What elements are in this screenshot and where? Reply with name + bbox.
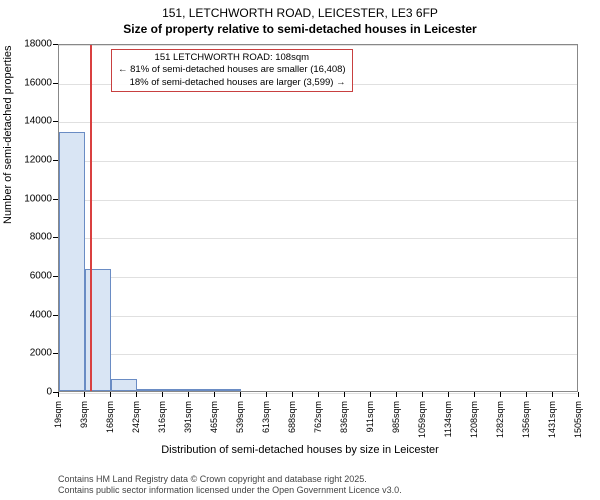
x-tick xyxy=(448,392,449,397)
y-tick-label: 8000 xyxy=(12,232,52,243)
x-axis-label: Distribution of semi-detached houses by … xyxy=(0,444,600,456)
x-tick xyxy=(188,392,189,397)
gridline xyxy=(59,277,577,278)
x-tick xyxy=(500,392,501,397)
y-tick xyxy=(53,276,58,277)
gridline xyxy=(59,200,577,201)
histogram-bar xyxy=(189,389,215,391)
y-tick-label: 4000 xyxy=(12,309,52,320)
plot-area: 151 LETCHWORTH ROAD: 108sqm← 81% of semi… xyxy=(58,44,578,392)
histogram-bar xyxy=(85,269,111,391)
y-tick xyxy=(53,353,58,354)
annotation-line: 18% of semi-detached houses are larger (… xyxy=(118,77,346,89)
histogram-bar xyxy=(163,389,189,391)
x-tick xyxy=(396,392,397,397)
y-tick-label: 12000 xyxy=(12,155,52,166)
gridline xyxy=(59,316,577,317)
y-tick-label: 10000 xyxy=(12,193,52,204)
x-tick xyxy=(422,392,423,397)
chart-footer: Contains HM Land Registry data © Crown c… xyxy=(58,474,402,497)
histogram-bar xyxy=(215,389,241,391)
y-tick-label: 0 xyxy=(12,387,52,398)
x-tick xyxy=(214,392,215,397)
x-tick xyxy=(162,392,163,397)
chart-title-desc: Size of property relative to semi-detach… xyxy=(0,20,600,42)
y-tick xyxy=(53,44,58,45)
property-marker-line xyxy=(90,45,92,391)
x-tick xyxy=(578,392,579,397)
y-tick xyxy=(53,315,58,316)
y-tick-label: 16000 xyxy=(12,77,52,88)
x-tick xyxy=(266,392,267,397)
x-tick xyxy=(370,392,371,397)
y-tick xyxy=(53,160,58,161)
annotation-line: ← 81% of semi-detached houses are smalle… xyxy=(118,64,346,76)
x-tick xyxy=(552,392,553,397)
annotation-box: 151 LETCHWORTH ROAD: 108sqm← 81% of semi… xyxy=(111,49,353,92)
y-tick xyxy=(53,83,58,84)
gridline xyxy=(59,122,577,123)
x-tick xyxy=(292,392,293,397)
property-size-chart: 151, LETCHWORTH ROAD, LEICESTER, LE3 6FP… xyxy=(0,0,600,500)
histogram-bar xyxy=(137,389,163,391)
footer-line-1: Contains HM Land Registry data © Crown c… xyxy=(58,474,402,485)
x-tick xyxy=(136,392,137,397)
histogram-bar xyxy=(111,379,137,391)
x-tick xyxy=(58,392,59,397)
gridline xyxy=(59,45,577,46)
y-tick-label: 14000 xyxy=(12,116,52,127)
histogram-bar xyxy=(59,132,85,391)
y-tick-label: 6000 xyxy=(12,271,52,282)
x-tick xyxy=(240,392,241,397)
annotation-line: 151 LETCHWORTH ROAD: 108sqm xyxy=(118,52,346,64)
y-tick xyxy=(53,237,58,238)
x-tick xyxy=(84,392,85,397)
x-tick xyxy=(318,392,319,397)
gridline xyxy=(59,354,577,355)
chart-title-address: 151, LETCHWORTH ROAD, LEICESTER, LE3 6FP xyxy=(0,0,600,20)
x-tick xyxy=(344,392,345,397)
footer-line-2: Contains public sector information licen… xyxy=(58,485,402,496)
x-tick xyxy=(110,392,111,397)
y-tick-label: 2000 xyxy=(12,348,52,359)
y-tick xyxy=(53,121,58,122)
x-tick xyxy=(474,392,475,397)
gridline xyxy=(59,161,577,162)
y-tick xyxy=(53,199,58,200)
x-tick xyxy=(526,392,527,397)
gridline xyxy=(59,238,577,239)
y-tick-label: 18000 xyxy=(12,39,52,50)
